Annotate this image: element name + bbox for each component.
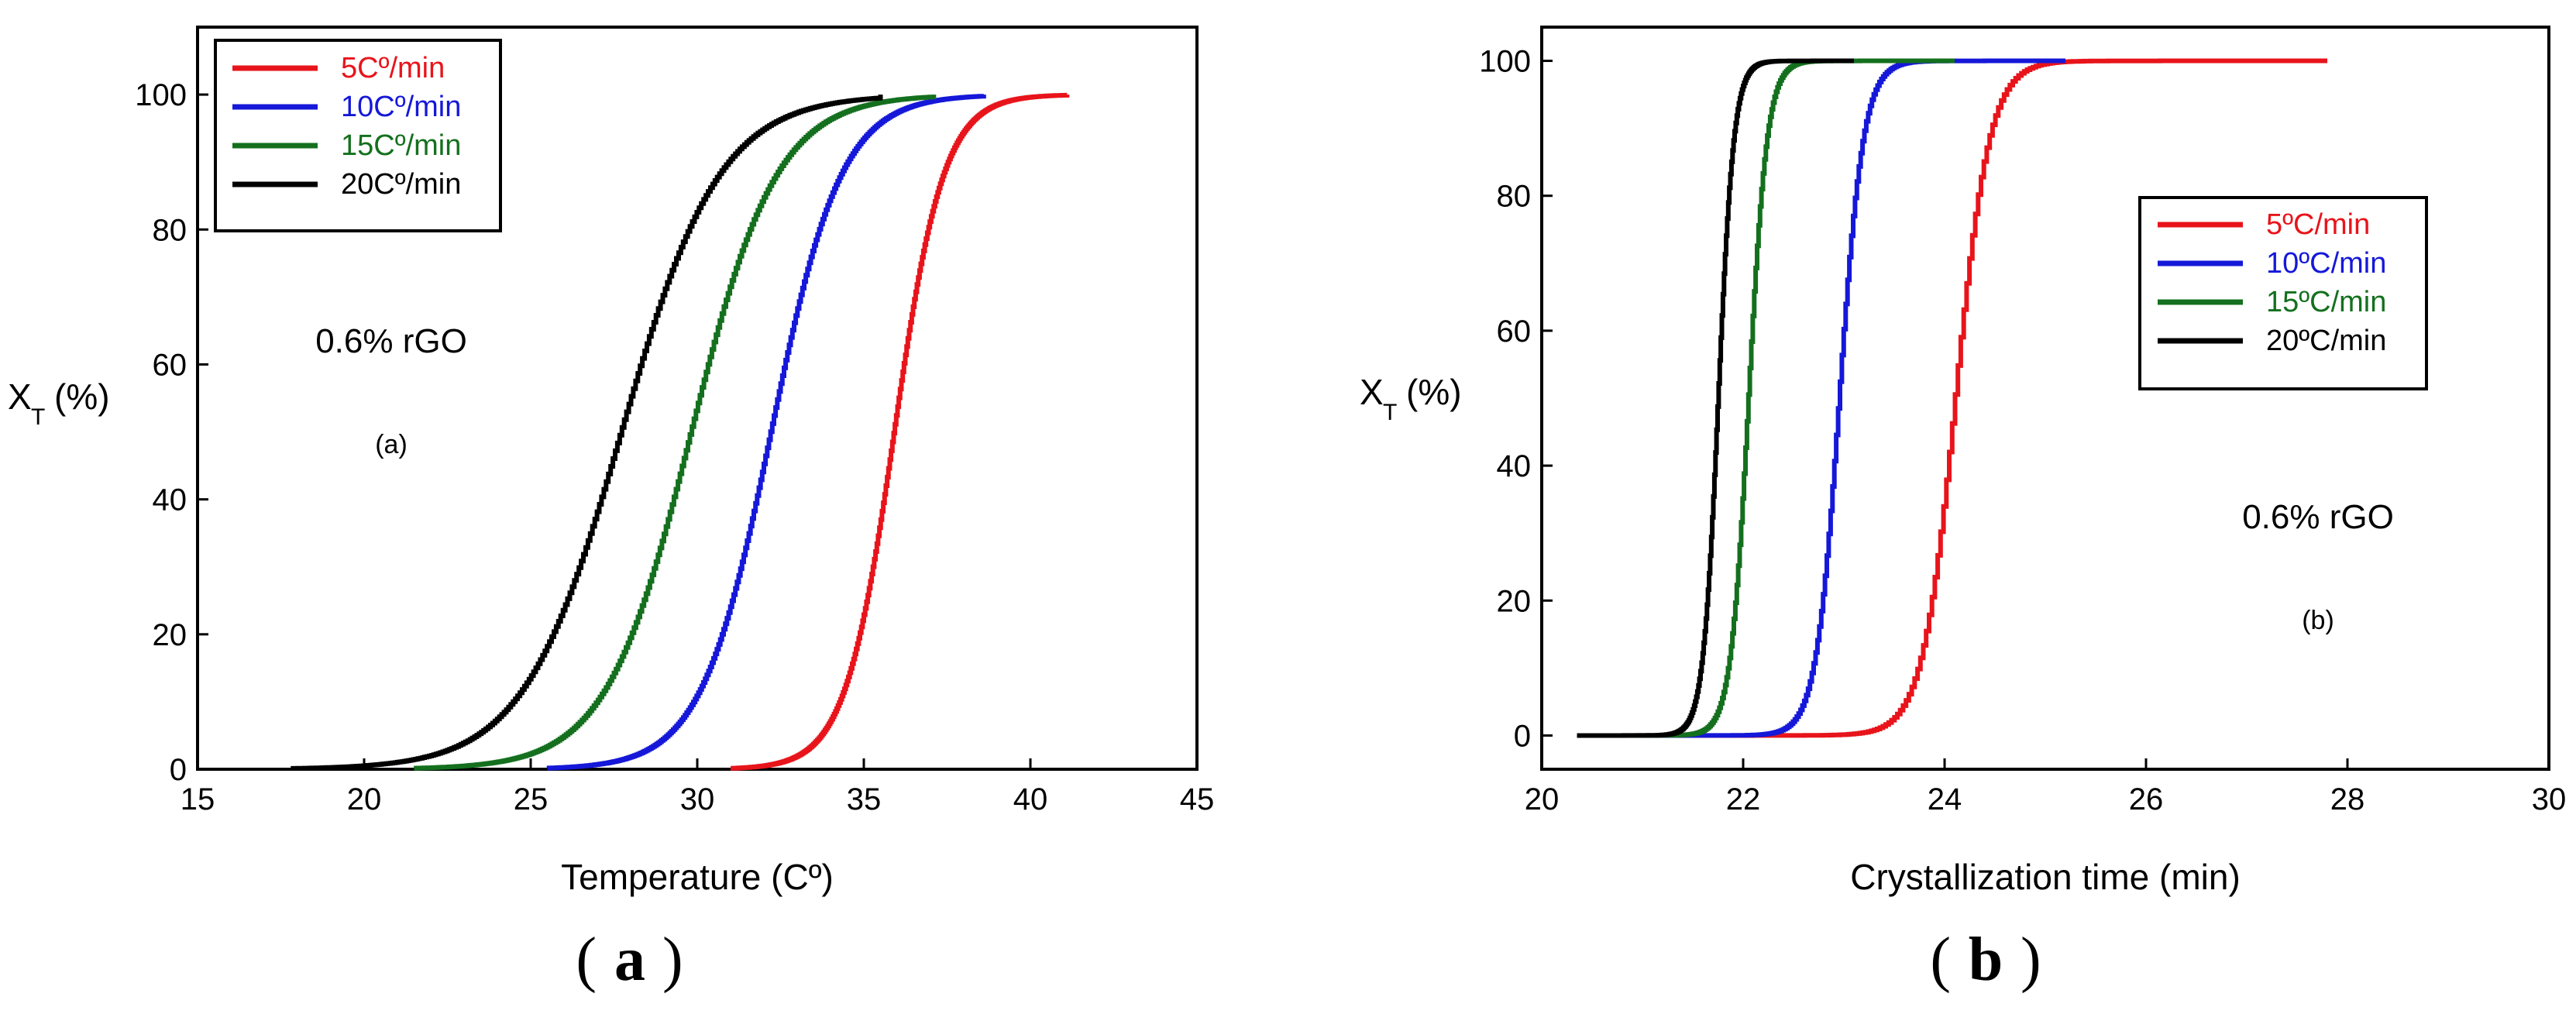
y-tick-label: 0 bbox=[1514, 719, 1531, 753]
x-tick-label: 24 bbox=[1928, 782, 1962, 816]
series-line-20cmin bbox=[291, 95, 883, 771]
x-tick-label: 15 bbox=[181, 782, 215, 816]
caption-a: ( a ) bbox=[576, 926, 683, 994]
x-tick-label: 30 bbox=[2532, 782, 2567, 816]
y-ticks-a: 0 20 40 60 80 100 bbox=[135, 78, 208, 787]
x-tick-label: 45 bbox=[1180, 782, 1215, 816]
panel-b: 20 22 24 26 28 30 0 20 40 60 80 100 5ºC/min 10ºC/mi… bbox=[1360, 26, 2567, 994]
y-axis-title-main-b: X bbox=[1360, 372, 1384, 412]
caption-close-paren-a: ) bbox=[662, 926, 683, 994]
legend-label: 5ºC/min bbox=[2266, 208, 2370, 241]
series-line-20cmin bbox=[1577, 58, 1854, 738]
sample-label-b: 0.6% rGO bbox=[2242, 498, 2394, 536]
caption-letter-a: a bbox=[614, 926, 645, 994]
x-tick-label: 28 bbox=[2330, 782, 2365, 816]
legend-b: 5ºC/min 10ºC/min 15ºC/min 20ºC/min bbox=[2158, 208, 2386, 357]
caption-open-paren-a: ( bbox=[576, 926, 597, 994]
x-tick-label: 20 bbox=[347, 782, 382, 816]
curves-b bbox=[1577, 58, 2327, 738]
series-line-5cmin bbox=[1577, 58, 2327, 738]
legend-box-a bbox=[214, 39, 502, 232]
caption-open-paren-b: ( bbox=[1930, 926, 1951, 994]
caption-b: ( b ) bbox=[1930, 926, 2041, 994]
legend-label: 15ºC/min bbox=[2266, 286, 2386, 318]
x-tick-label: 30 bbox=[680, 782, 715, 816]
y-tick-label: 0 bbox=[170, 753, 187, 787]
y-tick-label: 80 bbox=[153, 213, 187, 247]
legend-label: 10Cº/min bbox=[341, 91, 461, 123]
series-line-15cmin bbox=[1577, 58, 1955, 738]
x-tick-label: 25 bbox=[514, 782, 549, 816]
x-ticks-a: 15 20 25 30 35 40 45 bbox=[181, 758, 1215, 816]
y-axis-title-sub-b: T bbox=[1383, 400, 1397, 425]
x-axis-title-a: Temperature (Cº) bbox=[561, 857, 834, 897]
caption-close-paren-b: ) bbox=[2021, 926, 2041, 994]
legend-label: 5Cº/min bbox=[341, 52, 445, 84]
legend-label: 10ºC/min bbox=[2266, 247, 2386, 280]
legend-label: 20Cº/min bbox=[341, 168, 461, 201]
y-tick-label: 20 bbox=[153, 618, 187, 652]
series-line-5cmin bbox=[731, 92, 1070, 771]
y-tick-label: 40 bbox=[1497, 449, 1532, 483]
panel-a: 15 20 25 30 35 40 45 0 20 40 60 80 100 5Cº/min 10Cº/… bbox=[8, 26, 1215, 994]
y-tick-label: 100 bbox=[135, 78, 187, 112]
panel-tag-a: (a) bbox=[375, 430, 408, 459]
y-tick-label: 60 bbox=[153, 348, 187, 382]
x-ticks-b: 20 22 24 26 28 30 bbox=[1525, 758, 2567, 816]
y-axis-title-b: X T (%) bbox=[1360, 372, 1462, 425]
x-tick-label: 20 bbox=[1525, 782, 1560, 816]
caption-letter-b: b bbox=[1969, 926, 2003, 994]
legend-a: 5Cº/min 10Cº/min 15Cº/min 20Cº/min bbox=[232, 52, 461, 201]
legend-label: 15Cº/min bbox=[341, 129, 461, 162]
x-tick-label: 35 bbox=[847, 782, 882, 816]
y-axis-title-a: X T (%) bbox=[8, 376, 110, 430]
y-axis-title-unit-a: (%) bbox=[54, 376, 110, 417]
series-line-15cmin bbox=[414, 95, 937, 771]
x-axis-title-b: Crystallization time (min) bbox=[1850, 857, 2241, 897]
y-ticks-b: 0 20 40 60 80 100 bbox=[1479, 45, 1553, 753]
y-axis-title-main-a: X bbox=[8, 376, 32, 417]
legend-label: 20ºC/min bbox=[2266, 325, 2386, 357]
series-line-10cmin bbox=[1577, 58, 2065, 738]
panel-tag-b: (b) bbox=[2302, 606, 2334, 635]
x-tick-label: 22 bbox=[1726, 782, 1761, 816]
y-axis-title-sub-a: T bbox=[31, 404, 45, 430]
legend-box-b bbox=[2138, 196, 2428, 390]
curves-a bbox=[291, 92, 1070, 771]
y-tick-label: 40 bbox=[153, 483, 187, 517]
y-axis-title-unit-b: (%) bbox=[1406, 372, 1462, 412]
y-tick-label: 20 bbox=[1497, 584, 1532, 618]
y-tick-label: 80 bbox=[1497, 180, 1532, 214]
plot-frame-b bbox=[1540, 26, 2550, 771]
x-tick-label: 26 bbox=[2129, 782, 2164, 816]
y-tick-label: 60 bbox=[1497, 315, 1532, 349]
sample-label-a: 0.6% rGO bbox=[315, 322, 467, 360]
x-tick-label: 40 bbox=[1013, 782, 1048, 816]
series-line-10cmin bbox=[546, 94, 986, 771]
y-tick-label: 100 bbox=[1479, 45, 1531, 79]
